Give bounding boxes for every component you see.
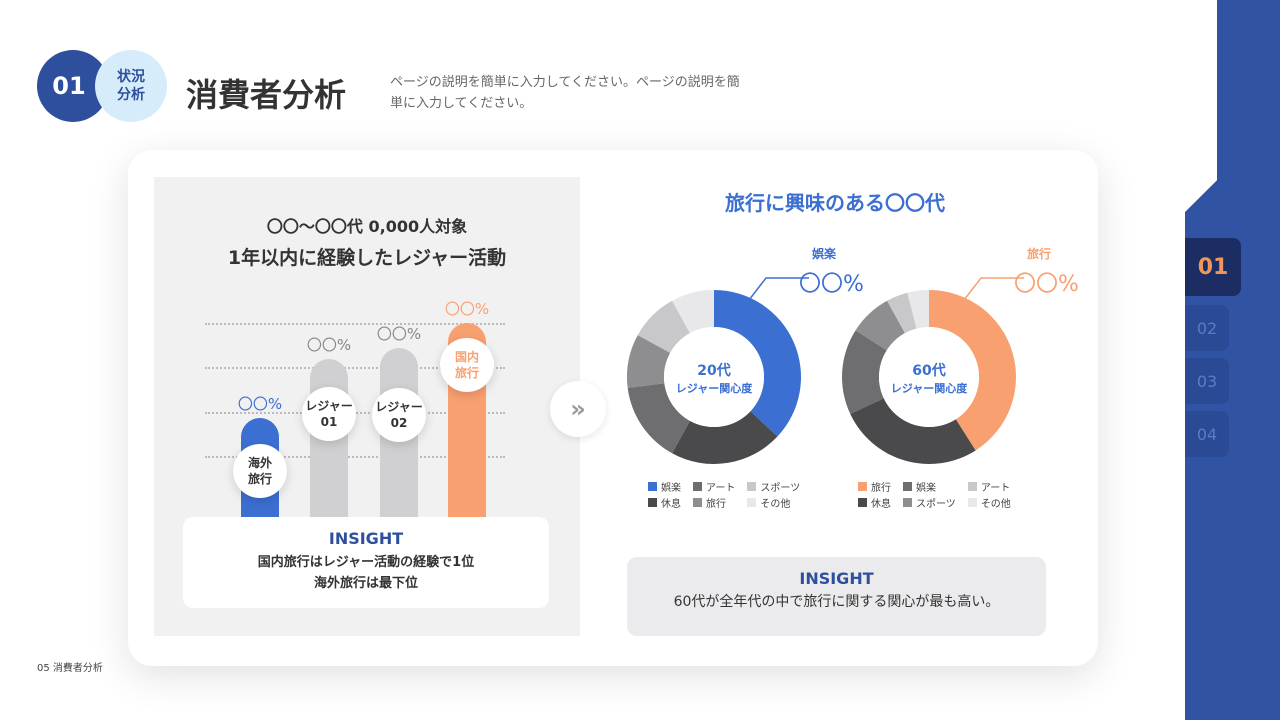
donut-slice <box>627 335 671 388</box>
legend-item: 娯楽 <box>648 479 681 494</box>
insight-box-left: INSIGHT 国内旅行はレジャー活動の経験で1位 海外旅行は最下位 <box>183 517 549 608</box>
insight-line: 海外旅行は最下位 <box>313 576 418 591</box>
legend-swatch <box>858 482 867 491</box>
legend-label: アート <box>706 483 736 494</box>
legend-item: スポーツ <box>747 479 800 494</box>
page-title: 消費者分析 <box>186 76 347 114</box>
legend-label: 旅行 <box>871 483 891 494</box>
insight-heading: INSIGHT <box>799 569 874 588</box>
legend-label: スポーツ <box>916 499 956 510</box>
donut-slice <box>887 292 917 334</box>
legend-item: 旅行 <box>858 479 891 494</box>
nav-item-02[interactable]: 02 <box>1185 305 1229 351</box>
legend-label: 休息 <box>871 499 891 510</box>
gridline <box>205 367 505 369</box>
donut-slice <box>850 398 976 465</box>
legend-item: 休息 <box>858 495 891 510</box>
section-label-text: 状況 分析 <box>117 69 145 103</box>
legend-label: アート <box>980 483 1011 494</box>
legend-label: スポーツ <box>760 483 801 494</box>
legend-swatch <box>693 498 702 507</box>
donut-slice <box>672 411 778 464</box>
callout-value: 〇〇% <box>1014 272 1079 297</box>
donut-slice <box>627 383 690 454</box>
donut-slice <box>929 290 1016 451</box>
bar-value-label: 〇〇% <box>237 395 283 413</box>
donut-slice <box>842 330 887 415</box>
legend-item: アート <box>967 479 1011 494</box>
nav-item-01[interactable]: 01 <box>1185 238 1241 296</box>
bar-category-label: 国内 旅行 <box>440 338 494 393</box>
legend-20s: 娯楽 アート スポーツ休息 旅行 その他 <box>648 479 800 510</box>
bar-panel-title: 〇〇～〇〇代 0,000人対象 1年以内に経験したレジャー活動 <box>154 213 580 270</box>
donut-slice <box>637 300 690 353</box>
legend-swatch <box>747 498 757 507</box>
chevron-double-right-icon: » <box>550 381 606 437</box>
donut-section-title: 旅行に興味のある〇〇代 <box>725 191 945 215</box>
bar-category-label: レジャー 02 <box>372 387 426 442</box>
legend-label: 娯楽 <box>661 483 681 494</box>
donut-slice <box>714 290 801 437</box>
insight-line: 国内旅行はレジャー活動の経験で1位 <box>257 555 475 570</box>
bar-value-label: 〇〇% <box>444 300 490 319</box>
legend-swatch <box>648 482 657 491</box>
bar-category-label: 海外 旅行 <box>233 444 287 498</box>
sidebar-notch <box>1185 0 1217 212</box>
footer: 05 消費者分析 <box>37 663 103 674</box>
legend-swatch <box>967 482 977 491</box>
callout-line <box>748 277 809 301</box>
callout-value: 〇〇% <box>799 272 864 297</box>
callout-line <box>963 277 1024 301</box>
legend-label: その他 <box>760 499 791 510</box>
legend-item: その他 <box>747 495 800 510</box>
bar-category-label: レジャー 01 <box>302 386 356 441</box>
legend-swatch <box>747 482 757 491</box>
gridline <box>205 323 505 325</box>
legend-swatch <box>693 482 702 491</box>
legend-label: 娯楽 <box>916 483 936 494</box>
legend-item: 休息 <box>648 495 681 510</box>
donut-slice <box>672 290 714 334</box>
legend-swatch <box>903 498 912 507</box>
bar-value-label: 〇〇% <box>306 335 352 354</box>
bar-value-label: 〇〇% <box>376 324 422 343</box>
legend-item: スポーツ <box>903 495 956 510</box>
bar-title-line1: 〇〇～〇〇代 0,000人対象 <box>266 217 468 236</box>
section-label: 状況 分析 <box>95 50 167 122</box>
legend-item: 娯楽 <box>903 479 956 494</box>
gridline <box>205 456 505 458</box>
insight-heading: INSIGHT <box>328 529 404 548</box>
insight-text: 60代が全年代の中で旅行に関する関心が最も高い。 <box>673 594 1000 610</box>
legend-item: その他 <box>967 495 1011 510</box>
donut-center-label: 20代 <box>697 362 730 379</box>
bar-title-line2: 1年以内に経験したレジャー活動 <box>227 247 507 269</box>
donut-hole <box>879 327 979 427</box>
legend-60s: 旅行 娯楽 アート休息 スポーツ その他 <box>858 479 1011 510</box>
legend-swatch <box>648 498 657 507</box>
nav-item-04[interactable]: 04 <box>1185 411 1229 457</box>
page-description: ページの説明を簡単に入力してください。ページの説明を簡単に入力してください。 <box>390 75 740 111</box>
insight-box-right: INSIGHT 60代が全年代の中で旅行に関する関心が最も高い。 <box>627 557 1046 636</box>
legend-swatch <box>858 498 867 507</box>
donut-center-label: 60代 <box>912 362 945 379</box>
nav-item-03[interactable]: 03 <box>1185 358 1229 404</box>
legend-label: 休息 <box>661 499 681 510</box>
donut-center-sublabel: レジャー関心度 <box>676 381 753 395</box>
legend-label: 旅行 <box>706 499 726 510</box>
callout-label: 旅行 <box>1027 246 1051 261</box>
donut-slice <box>855 300 905 351</box>
legend-item: 旅行 <box>693 495 735 510</box>
donut-hole <box>664 327 764 427</box>
legend-swatch <box>903 482 912 491</box>
donut-slice <box>907 290 929 329</box>
legend-item: アート <box>693 479 735 494</box>
legend-label: その他 <box>980 499 1011 510</box>
legend-swatch <box>967 498 977 507</box>
callout-label: 娯楽 <box>812 246 837 261</box>
donut-center-sublabel: レジャー関心度 <box>891 381 968 395</box>
